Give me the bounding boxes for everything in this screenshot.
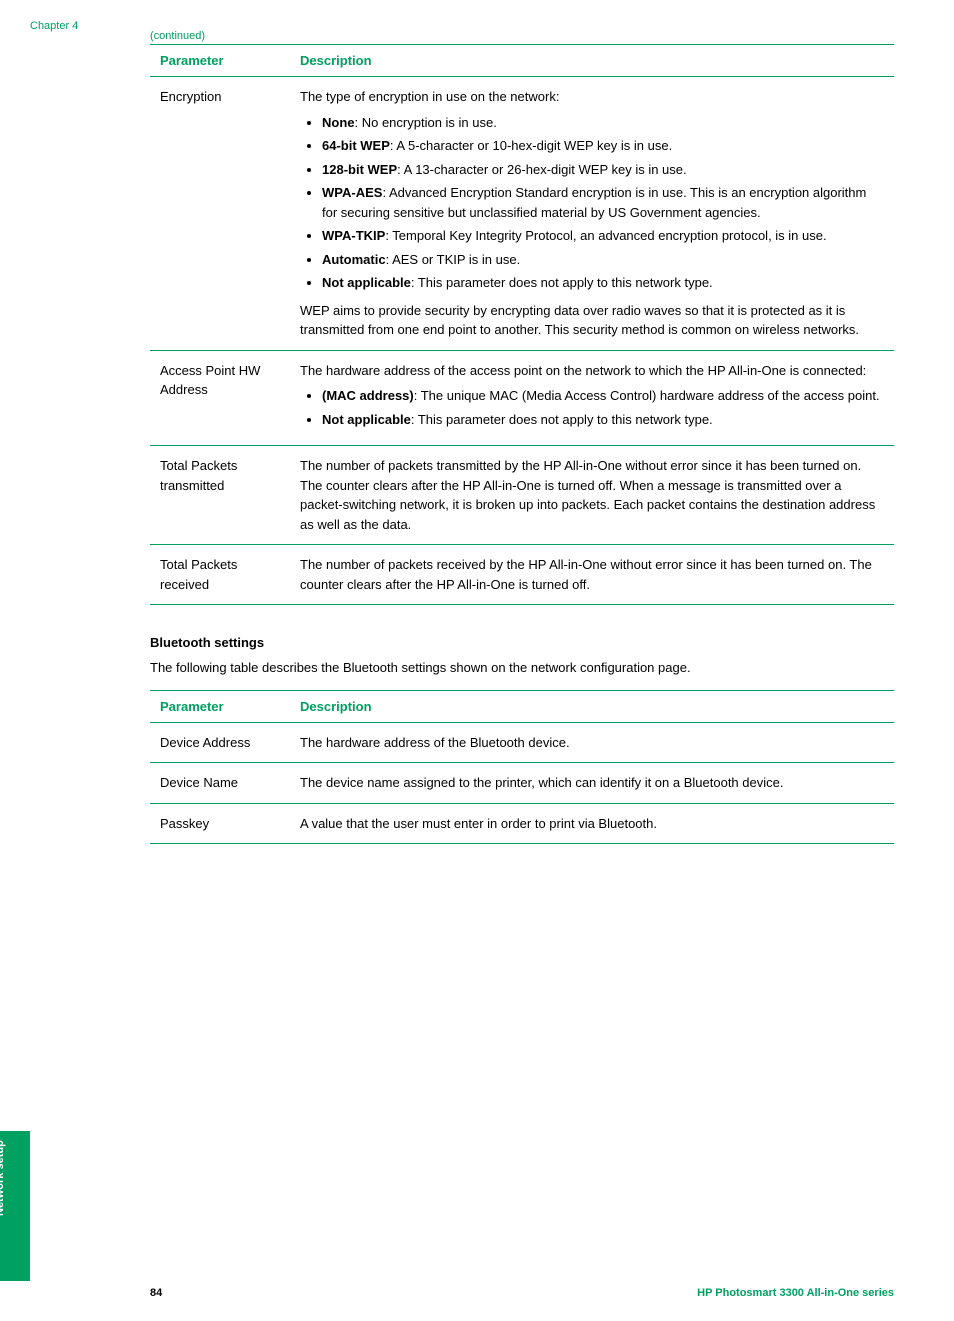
product-name: HP Photosmart 3300 All-in-One series — [697, 1287, 894, 1299]
param-cell: Device Address — [150, 722, 290, 763]
desc-cell: The device name assigned to the printer,… — [290, 763, 894, 804]
list-item: None: No encryption is in use. — [322, 113, 884, 133]
bt-header-desc: Description — [290, 690, 894, 722]
table-row: Total Packets received The number of pac… — [150, 545, 894, 605]
table-row: Device Address The hardware address of t… — [150, 722, 894, 763]
table-row: Passkey A value that the user must enter… — [150, 803, 894, 844]
chapter-label: Chapter 4 — [30, 20, 78, 32]
param-cell: Encryption — [150, 77, 290, 351]
list-item: 128-bit WEP: A 13-character or 26-hex-di… — [322, 160, 884, 180]
bluetooth-table: Parameter Description Device Address The… — [150, 690, 894, 845]
table-row: Encryption The type of encryption in use… — [150, 77, 894, 351]
list-item: Not applicable: This parameter does not … — [322, 273, 884, 293]
lead-text: The type of encryption in use on the net… — [300, 87, 884, 107]
desc-cell: The number of packets transmitted by the… — [290, 446, 894, 545]
desc-cell: The hardware address of the access point… — [290, 350, 894, 446]
continued-label: (continued) — [150, 30, 894, 42]
param-cell: Total Packets received — [150, 545, 290, 605]
main-header-param: Parameter — [150, 45, 290, 77]
desc-cell: The type of encryption in use on the net… — [290, 77, 894, 351]
footer: 84 HP Photosmart 3300 All-in-One series — [0, 1287, 954, 1299]
table-row: Access Point HW Address The hardware add… — [150, 350, 894, 446]
desc-cell: The hardware address of the Bluetooth de… — [290, 722, 894, 763]
param-cell: Access Point HW Address — [150, 350, 290, 446]
lead-text: The hardware address of the access point… — [300, 361, 884, 381]
bt-header-param: Parameter — [150, 690, 290, 722]
main-table: Parameter Description Encryption The typ… — [150, 44, 894, 605]
list-item: WPA-TKIP: Temporal Key Integrity Protoco… — [322, 226, 884, 246]
trail-text: WEP aims to provide security by encrypti… — [300, 301, 884, 340]
param-cell: Passkey — [150, 803, 290, 844]
list-item: WPA-AES: Advanced Encryption Standard en… — [322, 183, 884, 222]
bluetooth-intro: The following table describes the Blueto… — [150, 658, 894, 678]
list-item: Automatic: AES or TKIP is in use. — [322, 250, 884, 270]
list-item: Not applicable: This parameter does not … — [322, 410, 884, 430]
bullet-list: None: No encryption is in use. 64-bit WE… — [300, 113, 884, 293]
param-cell: Total Packets transmitted — [150, 446, 290, 545]
bullet-list: (MAC address): The unique MAC (Media Acc… — [300, 386, 884, 429]
table-row: Total Packets transmitted The number of … — [150, 446, 894, 545]
list-item: (MAC address): The unique MAC (Media Acc… — [322, 386, 884, 406]
bluetooth-heading: Bluetooth settings — [150, 635, 894, 650]
desc-cell: The number of packets received by the HP… — [290, 545, 894, 605]
desc-cell: A value that the user must enter in orde… — [290, 803, 894, 844]
table-row: Device Name The device name assigned to … — [150, 763, 894, 804]
main-header-desc: Description — [290, 45, 894, 77]
side-tab-label: Network setup — [0, 1140, 6, 1216]
list-item: 64-bit WEP: A 5-character or 10-hex-digi… — [322, 136, 884, 156]
page-number: 84 — [150, 1287, 162, 1299]
side-tab: Network setup — [0, 1131, 30, 1281]
param-cell: Device Name — [150, 763, 290, 804]
